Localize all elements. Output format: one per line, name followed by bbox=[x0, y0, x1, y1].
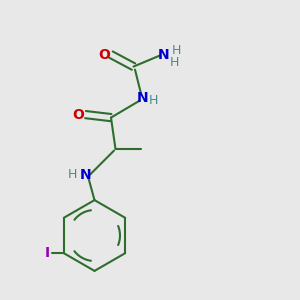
Text: O: O bbox=[73, 108, 85, 122]
Text: N: N bbox=[137, 91, 148, 105]
Text: H: H bbox=[170, 56, 180, 69]
Text: O: O bbox=[98, 48, 110, 62]
Text: H: H bbox=[68, 168, 78, 181]
Text: N: N bbox=[80, 168, 91, 182]
Text: H: H bbox=[171, 44, 181, 57]
Text: H: H bbox=[149, 94, 159, 107]
Text: N: N bbox=[158, 48, 169, 62]
Text: I: I bbox=[45, 246, 50, 260]
